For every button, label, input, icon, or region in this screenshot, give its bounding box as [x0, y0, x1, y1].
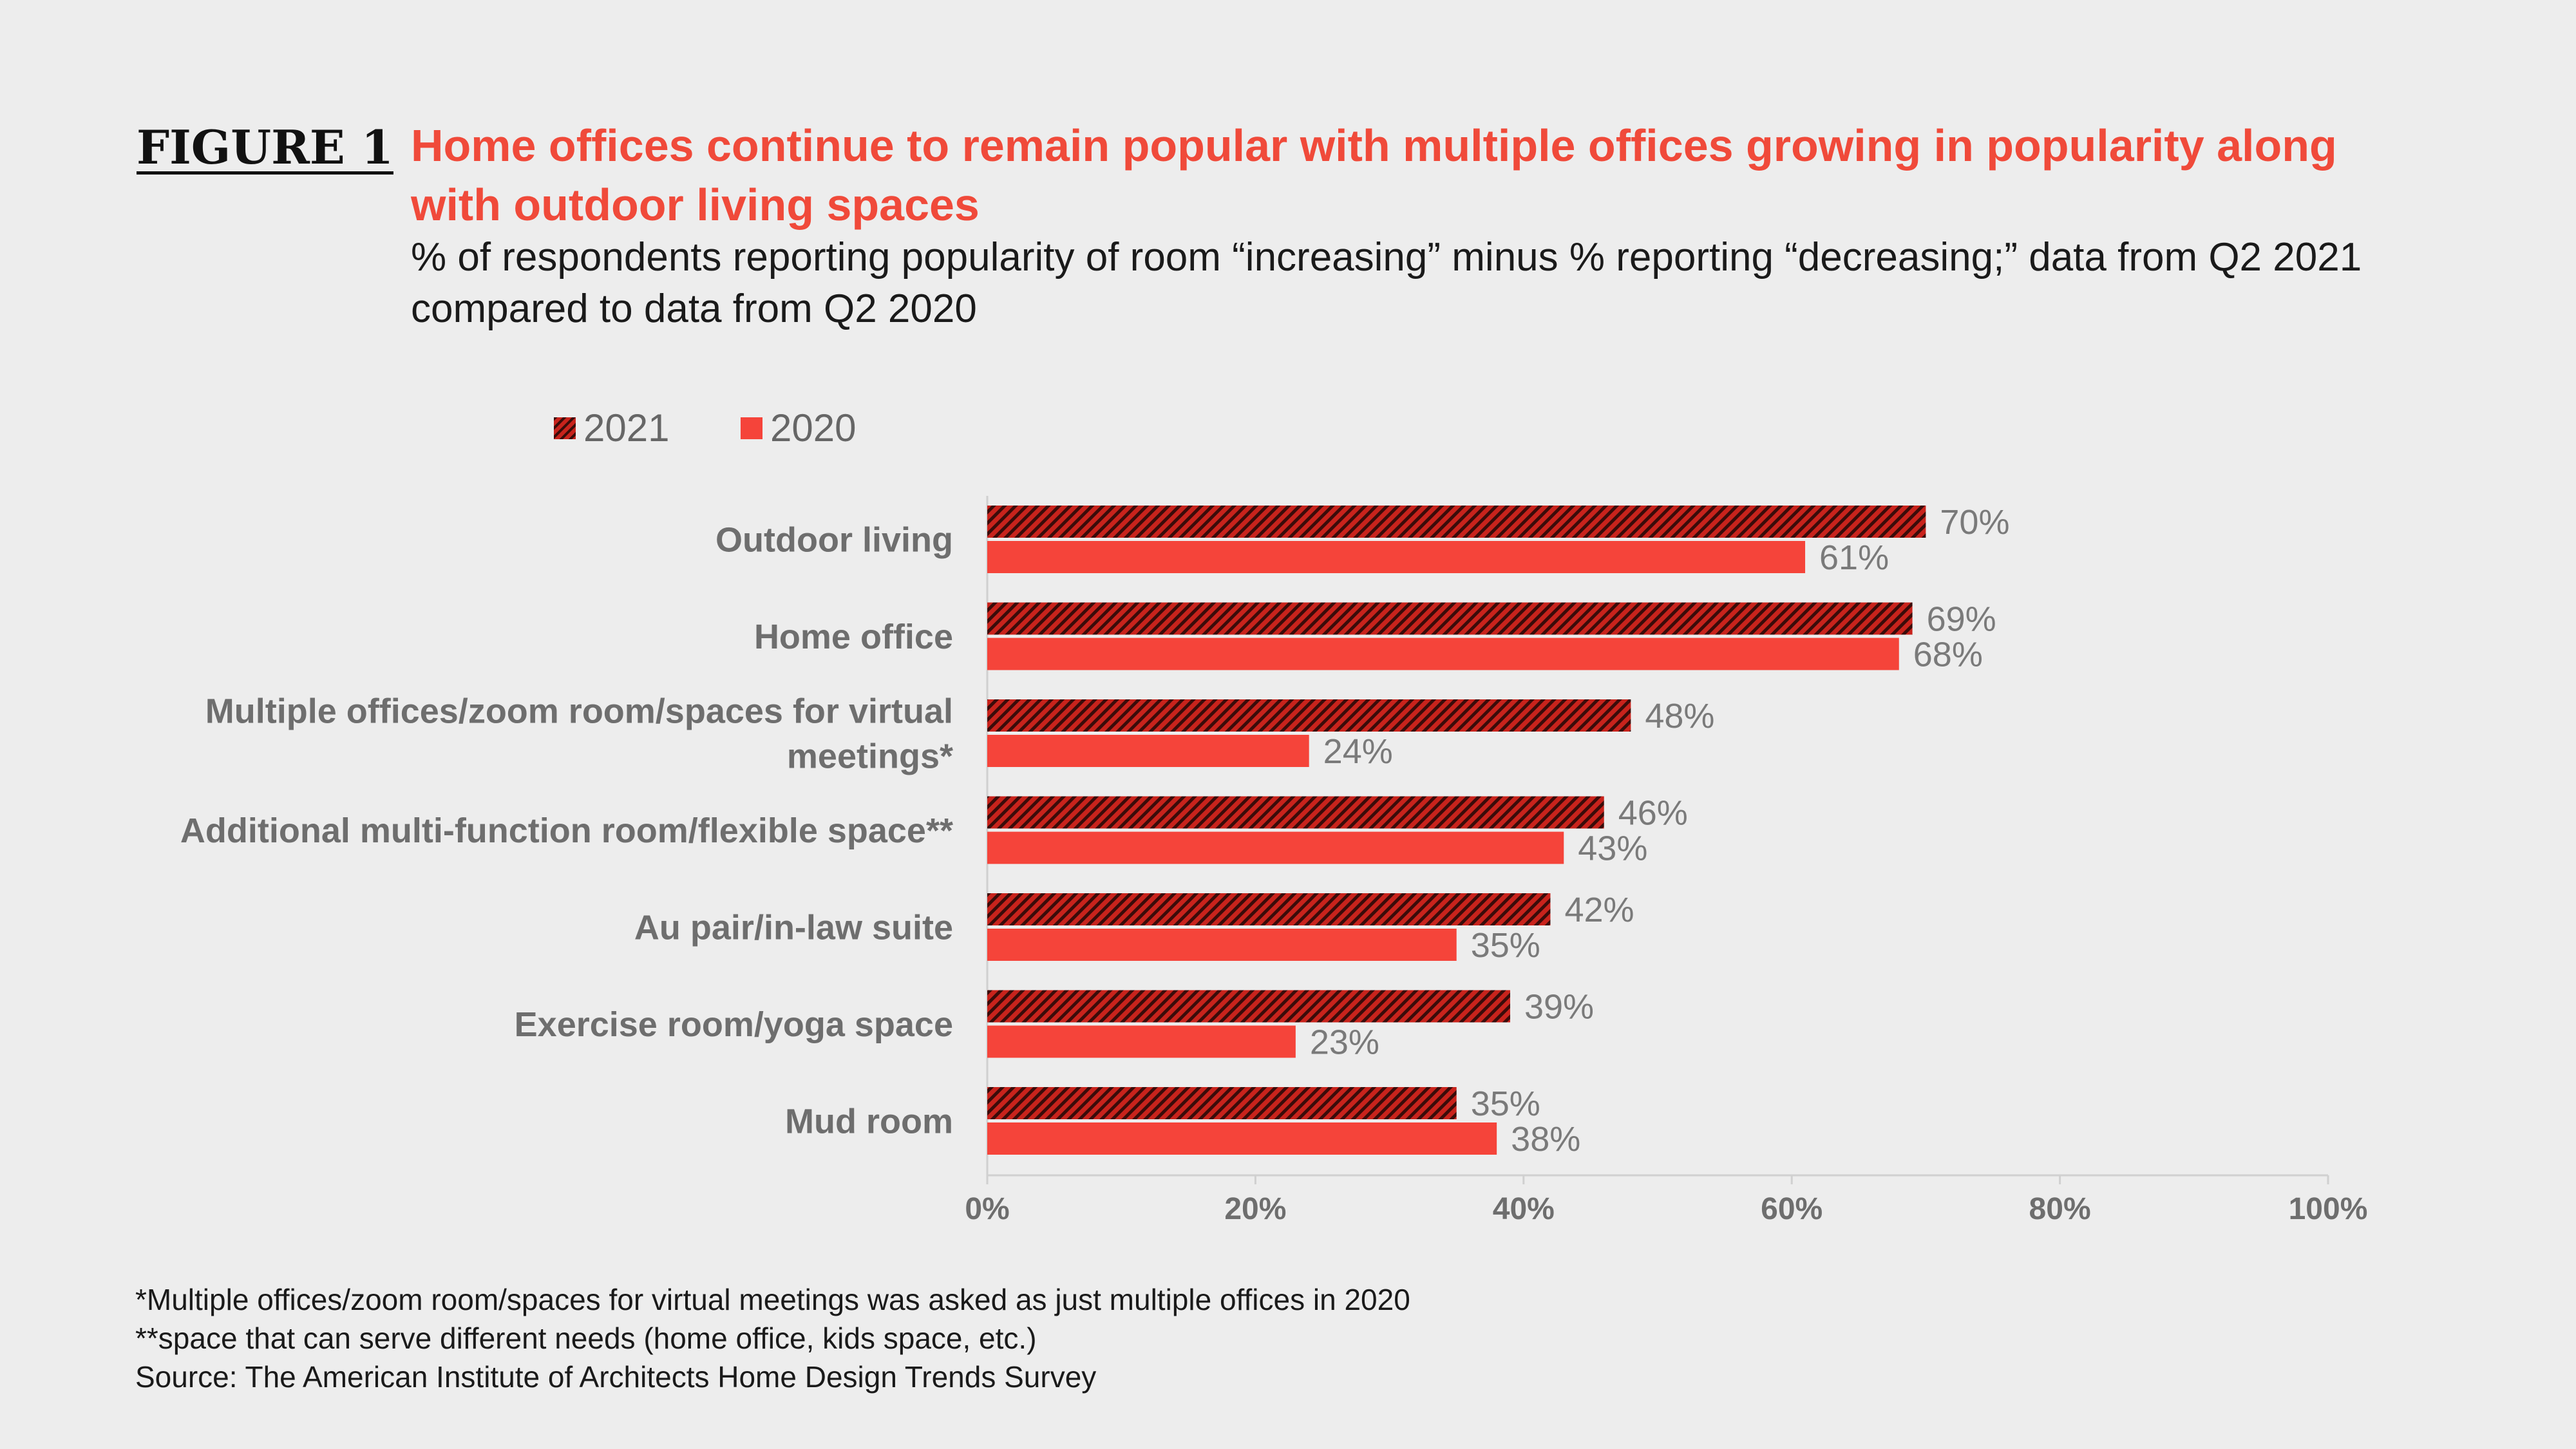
x-tick-label: 20%: [1224, 1192, 1286, 1226]
chart-title: Home offices continue to remain popular …: [411, 120, 2337, 230]
source-note: Source: The American Institute of Archit…: [135, 1360, 1097, 1394]
bar-2020: [987, 1025, 1296, 1058]
x-tick-label: 0%: [965, 1192, 1009, 1226]
x-tick-label: 100%: [2289, 1192, 2368, 1226]
bar-2020: [987, 638, 1899, 670]
data-label-2020: 68%: [1913, 636, 1983, 674]
bar-2021: [987, 990, 1510, 1023]
category-label: Exercise room/yoga space: [515, 1005, 953, 1044]
data-label-2020: 61%: [1819, 538, 1889, 577]
bar-2021: [987, 602, 1913, 635]
bar-2020: [987, 929, 1457, 961]
data-label-2020: 24%: [1323, 732, 1393, 771]
category-label: Au pair/in-law suite: [634, 909, 953, 947]
bar-2021: [987, 1087, 1457, 1119]
category-label: Multiple offices/zoom room/spaces for vi…: [205, 692, 953, 731]
data-label-2021: 70%: [1940, 503, 2009, 542]
bar-2021: [987, 796, 1604, 829]
bar-2020: [987, 831, 1564, 864]
legend-swatch-2021: [554, 417, 576, 439]
x-tick-label: 40%: [1493, 1192, 1555, 1226]
footnote-1: *Multiple offices/zoom room/spaces for v…: [135, 1283, 1410, 1316]
data-label-2021: 42%: [1564, 891, 1634, 929]
category-label: Mud room: [785, 1103, 953, 1141]
category-label: Outdoor living: [715, 521, 953, 560]
category-label: meetings*: [787, 737, 953, 776]
figure-label: FIGURE 1: [137, 120, 393, 175]
data-label-2021: 39%: [1524, 988, 1594, 1027]
footnote-2: **space that can serve different needs (…: [135, 1321, 1037, 1355]
category-label: Additional multi-function room/flexible …: [180, 811, 953, 850]
data-label-2021: 35%: [1471, 1084, 1540, 1123]
bar-2020: [987, 735, 1309, 767]
bar-2021: [987, 699, 1631, 732]
bar-2020: [987, 1122, 1497, 1155]
data-label-2020: 23%: [1310, 1023, 1379, 1062]
data-label-2021: 69%: [1927, 600, 1996, 639]
bar-2020: [987, 541, 1806, 573]
chart-subtitle: % of respondents reporting popularity of…: [411, 235, 2362, 331]
legend-label-2020: 2020: [770, 406, 857, 450]
x-tick-label: 80%: [2029, 1192, 2091, 1226]
bar-2021: [987, 893, 1551, 925]
data-label-2021: 48%: [1645, 697, 1714, 735]
bar-2021: [987, 506, 1926, 538]
category-label: Home office: [754, 618, 953, 656]
bar-chart: 0% 20% 40% 60% 80% 100% Outdoor living 70% 61% Ho…: [180, 496, 2368, 1226]
data-label-2020: 43%: [1578, 829, 1647, 868]
data-label-2021: 46%: [1618, 794, 1688, 833]
legend-label-2021: 2021: [583, 406, 670, 450]
legend-swatch-2020: [741, 417, 762, 439]
x-tick-label: 60%: [1761, 1192, 1823, 1226]
data-label-2020: 35%: [1471, 926, 1540, 965]
data-label-2020: 38%: [1511, 1120, 1580, 1159]
